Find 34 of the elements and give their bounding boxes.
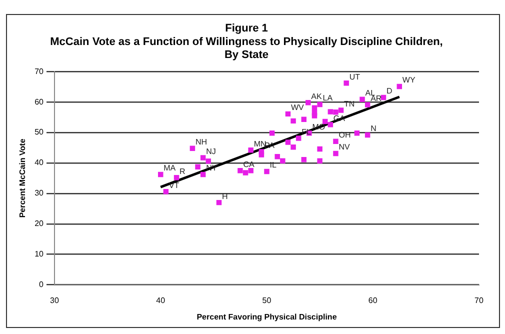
y-tick-label: 10 [34,250,44,259]
annotation: AR [370,94,382,103]
x-tick-label: 40 [156,296,166,305]
y-tick-label: 70 [34,66,44,76]
y-tick-label: 40 [34,158,44,168]
y-tick-label: 0 [39,280,44,290]
annotation: OH [338,130,351,140]
y-tick-label: 20 [34,219,44,228]
annotation: IL [270,160,277,170]
annotation: WY [402,76,416,85]
annotation: D [386,86,392,96]
annotation: H [222,192,228,201]
y-tick-label: 30 [34,188,44,198]
x-tick-label: 60 [368,296,378,305]
y-tick-label: 60 [34,97,44,106]
x-axis-title: Percent Favoring Physical Discipline [196,312,338,322]
annotation: UT [349,72,360,82]
y-tick-label: 50 [34,128,44,137]
x-tick-label: 70 [474,296,484,305]
annotation: WV [290,103,305,112]
x-tick-label: 50 [262,296,272,305]
annotation: NY [206,164,218,173]
annotation: LA [322,94,334,103]
y-axis-title: Percent McCain Vote [18,138,28,218]
x-tick-label: 30 [50,296,60,305]
annotation: NH [195,138,208,147]
annotation: MA [164,164,176,173]
annotation: AK [311,92,322,101]
annotation: R [180,166,186,176]
annotation: N [370,124,377,134]
annotation: NJ [206,146,216,156]
chart-title: Figure 1 McCain Vote as a Function of Willingness to Physically Discipline Children, By State [50,22,443,62]
annotation: MN [254,139,266,148]
annotation: NV [338,142,351,152]
